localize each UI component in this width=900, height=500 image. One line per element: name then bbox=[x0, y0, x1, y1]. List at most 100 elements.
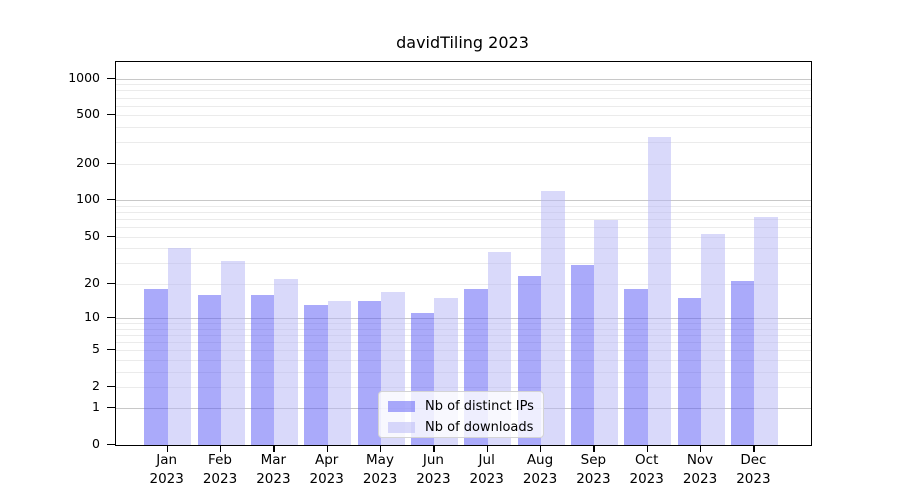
bar-distinct-ips-mar bbox=[250, 294, 275, 445]
plot-area bbox=[115, 61, 812, 446]
gridline-40 bbox=[116, 248, 811, 249]
y-tick-mark-0 bbox=[107, 444, 115, 446]
gridline-700 bbox=[116, 97, 811, 99]
gridline-90 bbox=[116, 205, 811, 207]
gridline-50 bbox=[116, 236, 811, 238]
x-tick-mark-apr bbox=[326, 446, 328, 452]
y-tick-label-2: 2 bbox=[92, 377, 100, 393]
legend-item-distinct-ips: Nb of distinct IPs bbox=[388, 397, 543, 416]
gridline-80 bbox=[116, 211, 811, 213]
gridline-500 bbox=[116, 115, 811, 117]
x-tick-label-jan: Jan 2023 bbox=[149, 452, 184, 487]
y-tick-mark-5 bbox=[107, 349, 115, 351]
y-tick-label-20: 20 bbox=[84, 274, 100, 290]
gridline-70 bbox=[116, 218, 811, 220]
y-tick-label-500: 500 bbox=[76, 106, 100, 122]
gridline-2 bbox=[116, 386, 811, 388]
x-tick-mark-jan bbox=[166, 446, 168, 452]
gridline-30 bbox=[116, 262, 811, 264]
bar-downloads-feb bbox=[221, 261, 245, 445]
x-tick-mark-mar bbox=[273, 446, 275, 452]
gridline-8 bbox=[116, 328, 811, 330]
legend-swatch-downloads bbox=[388, 422, 415, 433]
x-tick-mark-jul bbox=[486, 446, 488, 452]
y-tick-label-1: 1 bbox=[92, 399, 100, 415]
gridline-900 bbox=[116, 84, 811, 86]
legend-label-downloads: Nb of downloads bbox=[425, 420, 534, 435]
gridline-7 bbox=[116, 334, 811, 336]
x-tick-mark-feb bbox=[220, 446, 222, 452]
bar-downloads-oct bbox=[647, 137, 672, 445]
x-tick-mark-sep bbox=[593, 446, 595, 452]
x-tick-mark-jun bbox=[433, 446, 435, 452]
gridline-20 bbox=[116, 283, 811, 285]
gridline-10 bbox=[116, 317, 811, 319]
x-tick-label-aug: Aug 2023 bbox=[522, 452, 558, 487]
x-tick-label-mar: Mar 2023 bbox=[256, 452, 291, 487]
bar-distinct-ips-oct bbox=[624, 288, 648, 445]
x-tick-mark-dec bbox=[753, 446, 755, 452]
bar-distinct-ips-sep bbox=[570, 264, 595, 445]
gridline-4 bbox=[116, 359, 811, 361]
y-tick-label-5: 5 bbox=[92, 341, 100, 356]
y-tick-mark-200 bbox=[107, 162, 115, 164]
bar-distinct-ips-apr bbox=[304, 305, 328, 445]
y-tick-mark-50 bbox=[107, 235, 115, 237]
gridline-6 bbox=[116, 341, 811, 343]
gridline-200 bbox=[116, 163, 811, 165]
x-tick-label-apr: Apr 2023 bbox=[309, 452, 344, 487]
chart-title: davidTiling 2023 bbox=[396, 33, 529, 52]
bar-distinct-ips-jan bbox=[144, 288, 168, 445]
y-tick-label-50: 50 bbox=[84, 227, 100, 243]
y-tick-mark-20 bbox=[107, 282, 115, 284]
x-tick-label-feb: Feb 2023 bbox=[202, 452, 238, 487]
bar-downloads-aug bbox=[541, 190, 565, 445]
legend: Nb of distinct IPs Nb of downloads bbox=[378, 391, 544, 438]
gridline-300 bbox=[116, 142, 811, 144]
y-tick-label-10: 10 bbox=[84, 308, 100, 324]
x-tick-label-oct: Oct 2023 bbox=[629, 452, 664, 487]
x-tick-label-sep: Sep 2023 bbox=[576, 452, 611, 487]
y-tick-mark-10 bbox=[107, 316, 115, 318]
gridline-400 bbox=[116, 127, 811, 129]
bar-distinct-ips-nov bbox=[677, 297, 701, 445]
bar-distinct-ips-dec bbox=[730, 281, 755, 445]
x-tick-label-jun: Jun 2023 bbox=[416, 452, 451, 487]
legend-swatch-distinct-ips bbox=[388, 401, 415, 412]
bar-downloads-sep bbox=[594, 219, 618, 445]
x-tick-mark-aug bbox=[540, 446, 542, 452]
y-tick-label-100: 100 bbox=[76, 191, 100, 207]
gridline-600 bbox=[116, 105, 811, 107]
y-tick-mark-1 bbox=[107, 407, 115, 409]
bar-downloads-nov bbox=[701, 234, 725, 445]
y-tick-mark-500 bbox=[107, 114, 115, 116]
gridline-800 bbox=[116, 90, 811, 92]
y-tick-label-0: 0 bbox=[92, 436, 100, 451]
x-tick-mark-nov bbox=[700, 446, 702, 452]
gridline-1000 bbox=[116, 78, 811, 80]
gridline-3 bbox=[116, 371, 811, 373]
legend-item-downloads: Nb of downloads bbox=[388, 418, 543, 437]
x-tick-label-nov: Nov 2023 bbox=[682, 452, 718, 487]
y-tick-mark-1000 bbox=[107, 77, 115, 79]
y-tick-label-200: 200 bbox=[76, 154, 100, 170]
y-tick-mark-100 bbox=[107, 199, 115, 201]
y-tick-label-1000: 1000 bbox=[68, 69, 100, 85]
bar-downloads-mar bbox=[274, 278, 298, 445]
gridline-100 bbox=[116, 200, 811, 202]
gridline-9 bbox=[116, 322, 811, 324]
y-tick-mark-2 bbox=[107, 385, 115, 387]
x-tick-label-may: May 2023 bbox=[362, 452, 398, 487]
bar-downloads-apr bbox=[327, 301, 352, 445]
x-tick-mark-may bbox=[380, 446, 382, 452]
bar-distinct-ips-feb bbox=[197, 294, 221, 445]
bar-downloads-jan bbox=[167, 248, 192, 445]
bar-distinct-ips-may bbox=[357, 301, 381, 445]
legend-label-distinct-ips: Nb of distinct IPs bbox=[425, 399, 534, 414]
bar-downloads-dec bbox=[754, 217, 778, 445]
x-tick-label-dec: Dec 2023 bbox=[736, 452, 771, 487]
x-tick-label-jul: Jul 2023 bbox=[469, 452, 504, 487]
gridline-60 bbox=[116, 227, 811, 228]
gridline-5 bbox=[116, 350, 811, 351]
